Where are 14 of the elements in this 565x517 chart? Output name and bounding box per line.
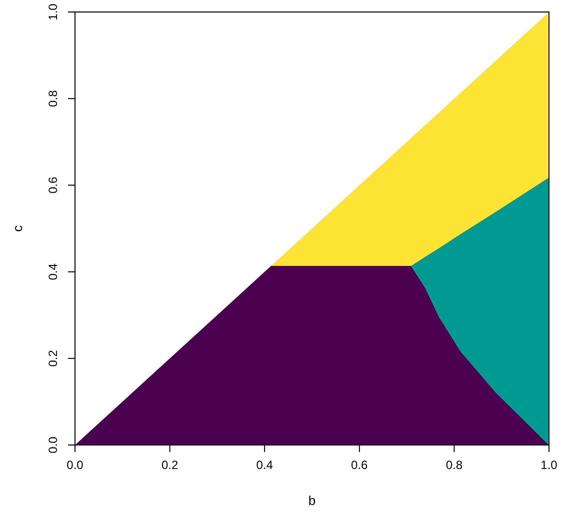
- x-axis-title: b: [308, 493, 316, 508]
- y-tick-label: 0.4: [46, 263, 60, 280]
- y-axis-title: c: [10, 224, 25, 232]
- y-tick-label: 1.0: [46, 3, 60, 20]
- y-tick-label: 0.2: [46, 350, 60, 367]
- x-tick-label: 0.4: [256, 458, 274, 472]
- y-tick-label: 0.6: [46, 176, 60, 194]
- x-tick-label: 1.0: [540, 458, 558, 472]
- y-tick-label: 0.0: [46, 436, 60, 454]
- x-tick-label: 0.6: [351, 458, 368, 472]
- y-tick-label: 0.8: [46, 90, 60, 107]
- x-tick-label: 0.0: [66, 458, 84, 472]
- x-tick-label: 0.8: [446, 458, 463, 472]
- x-tick-label: 0.2: [161, 458, 178, 472]
